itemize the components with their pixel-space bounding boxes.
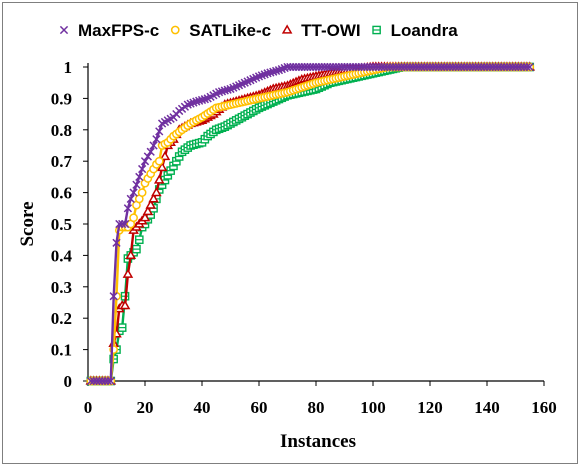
x-tick-label: 100 [360, 398, 386, 417]
x-tick-label: 80 [308, 398, 325, 417]
data-point-maxfps-c [217, 87, 227, 96]
data-point-tt-owi [122, 268, 134, 278]
x-tick-label: 0 [84, 398, 93, 417]
data-point-tt-owi [125, 249, 137, 260]
legend-marker-loandra [372, 25, 381, 35]
data-point-maxfps-c [220, 86, 229, 95]
series-line-maxfps-c [90, 65, 530, 383]
legend-marker-tt-owi [281, 24, 293, 34]
y-tick-label: 0.9 [51, 89, 72, 108]
x-axis-title: Instances [280, 431, 356, 452]
data-point-maxfps-c [118, 219, 127, 229]
legend-label-loandra: Loandra [391, 21, 459, 40]
y-tick-label: 0.4 [51, 246, 73, 265]
x-tick-label: 140 [474, 398, 500, 417]
data-point-maxfps-c [126, 194, 135, 204]
data-point-tt-owi [142, 205, 154, 216]
data-point-maxfps-c [146, 147, 155, 156]
data-point-maxfps-c [271, 66, 281, 76]
y-tick-label: 0.8 [51, 121, 72, 140]
data-point-tt-owi [153, 174, 165, 184]
data-point-maxfps-c [195, 96, 204, 105]
data-point-maxfps-c [103, 376, 113, 386]
y-tick-label: 0.2 [51, 309, 72, 328]
series-line-satlike-c [90, 65, 530, 383]
data-point-maxfps-c [112, 238, 121, 247]
legend-label-tt-owi: TT-OWI [301, 21, 360, 40]
series-line-tt-owi [90, 65, 530, 383]
data-point-maxfps-c [152, 135, 161, 144]
data-point-maxfps-c [192, 97, 201, 106]
y-tick-label: 0.6 [51, 184, 72, 203]
data-point-maxfps-c [223, 85, 232, 94]
legend-label-satlike-c: SATLike-c [189, 21, 271, 40]
x-tick-label: 20 [137, 398, 154, 417]
data-point-maxfps-c [109, 292, 118, 301]
data-point-maxfps-c [525, 62, 534, 72]
data-point-maxfps-c [106, 376, 115, 386]
data-point-satlike-c [137, 188, 147, 197]
data-point-maxfps-c [120, 219, 130, 229]
data-point-maxfps-c [522, 62, 532, 72]
data-point-satlike-c [154, 156, 164, 166]
legend-marker-satlike-c [170, 25, 180, 35]
data-point-maxfps-c [135, 172, 144, 182]
data-point-maxfps-c [129, 188, 138, 197]
data-point-maxfps-c [266, 68, 275, 77]
data-point-satlike-c [129, 213, 138, 223]
data-point-maxfps-c [140, 157, 150, 166]
series-line-loandra [90, 65, 530, 383]
data-point-loandra [117, 323, 127, 332]
data-point-tt-owi [156, 161, 168, 172]
data-point-tt-owi [139, 212, 151, 222]
y-tick-label: 0.7 [51, 152, 73, 171]
y-tick-label: 1 [64, 58, 73, 77]
data-point-maxfps-c [263, 69, 272, 78]
data-point-loandra [134, 235, 144, 245]
data-point-tt-owi [119, 300, 131, 310]
y-tick-label: 0 [64, 372, 73, 391]
data-point-maxfps-c [143, 152, 152, 161]
data-point-tt-owi [151, 186, 162, 197]
y-tick-label: 0.1 [51, 341, 72, 360]
chart-frame [2, 2, 578, 464]
data-point-maxfps-c [132, 180, 141, 189]
data-point-maxfps-c [269, 67, 278, 76]
y-tick-label: 0.3 [51, 278, 72, 297]
data-point-maxfps-c [200, 95, 209, 104]
data-point-tt-owi [145, 199, 156, 209]
data-point-maxfps-c [155, 127, 164, 136]
data-point-maxfps-c [197, 95, 207, 105]
x-tick-label: 120 [417, 398, 443, 417]
legend-label-maxfps-c: MaxFPS-c [78, 21, 159, 40]
x-tick-label: 160 [531, 398, 557, 417]
legend-marker-maxfps-c [59, 25, 69, 35]
y-tick-label: 0.5 [51, 215, 72, 234]
x-tick-label: 40 [194, 398, 211, 417]
data-point-tt-owi [159, 150, 171, 161]
x-tick-label: 60 [251, 398, 268, 417]
data-point-maxfps-c [214, 87, 224, 97]
data-point-maxfps-c [149, 141, 158, 150]
data-point-tt-owi [148, 193, 159, 203]
y-axis-title: Score [17, 201, 38, 246]
data-point-maxfps-c [123, 204, 133, 213]
data-point-loandra [132, 244, 141, 254]
data-point-maxfps-c [138, 164, 147, 174]
